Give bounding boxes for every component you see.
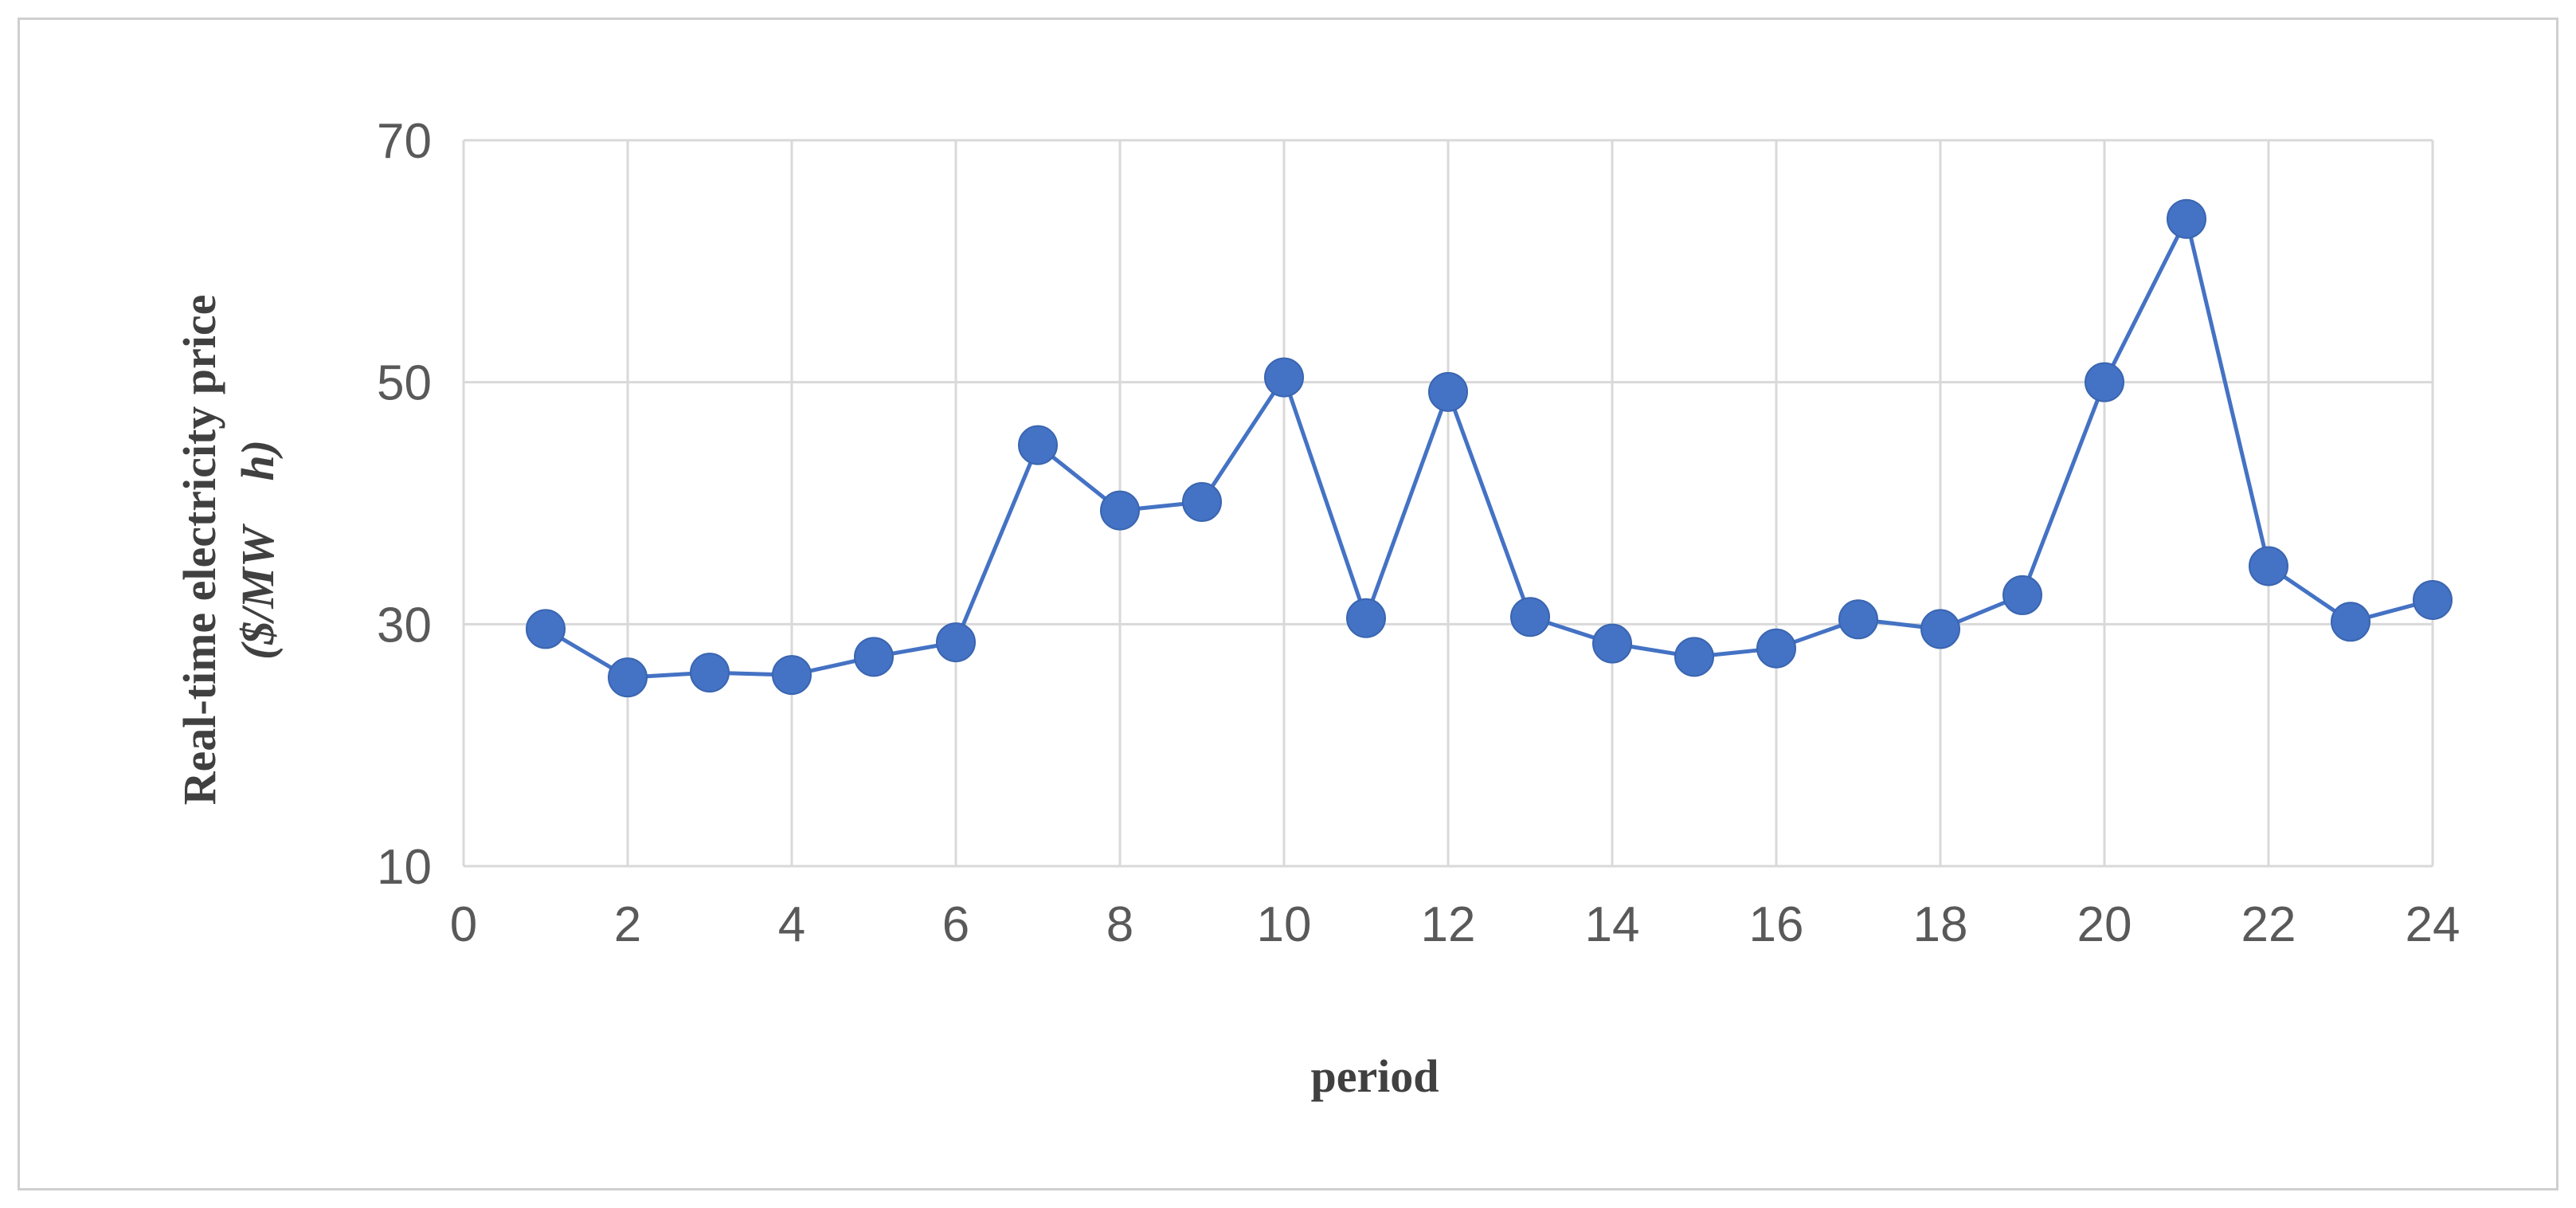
data-point xyxy=(1428,371,1468,412)
x-tick-label: 6 xyxy=(942,897,969,952)
chart-frame xyxy=(18,18,2558,1190)
data-point xyxy=(854,637,894,677)
data-point xyxy=(1182,481,1222,522)
data-point xyxy=(2085,362,2124,402)
x-tick-label: 8 xyxy=(1106,897,1133,952)
data-point xyxy=(772,655,812,696)
data-point xyxy=(2331,602,2370,642)
x-axis-title: period xyxy=(1310,1050,1439,1102)
x-tick-label: 20 xyxy=(2077,897,2132,952)
y-tick-label: 70 xyxy=(377,114,432,169)
x-tick-label: 0 xyxy=(450,897,477,952)
y-tick-label: 10 xyxy=(377,840,432,895)
data-point xyxy=(1100,490,1140,531)
x-tick-label: 18 xyxy=(1913,897,1968,952)
data-point xyxy=(1018,425,1058,465)
y-tick-label: 50 xyxy=(377,356,432,411)
data-point xyxy=(1674,637,1714,677)
data-point xyxy=(1510,597,1550,637)
data-point xyxy=(2002,575,2042,615)
x-tick-label: 14 xyxy=(1585,897,1640,952)
x-axis-ticks: 0 2 4 6 8 10 12 14 16 18 20 22 24 xyxy=(450,897,2461,952)
y-axis-ticks: 10 30 50 70 xyxy=(377,114,432,895)
data-point xyxy=(1592,623,1632,664)
data-point xyxy=(2249,546,2288,586)
series-layer xyxy=(526,198,2453,698)
x-tick-label: 4 xyxy=(778,897,805,952)
data-point xyxy=(2413,579,2453,620)
data-point xyxy=(1346,598,1386,638)
y-tick-label: 30 xyxy=(377,598,432,653)
x-tick-label: 24 xyxy=(2406,897,2461,952)
data-point xyxy=(1920,609,1960,649)
data-point xyxy=(936,622,976,663)
y-axis-unit: ($/MW h) xyxy=(232,440,284,660)
y-axis-title: Real-time electricity price xyxy=(174,295,225,806)
x-tick-label: 12 xyxy=(1421,897,1476,952)
data-point xyxy=(608,657,648,698)
x-tick-label: 22 xyxy=(2241,897,2296,952)
data-point xyxy=(1756,628,1796,669)
series-line xyxy=(544,217,2433,680)
x-tick-label: 10 xyxy=(1257,897,1312,952)
gridlines xyxy=(462,139,2434,868)
data-point xyxy=(2167,198,2206,239)
data-point xyxy=(1264,357,1304,398)
data-point xyxy=(526,609,566,649)
x-tick-label: 2 xyxy=(614,897,641,952)
data-point xyxy=(1838,599,1878,640)
x-tick-label: 16 xyxy=(1749,897,1804,952)
data-point xyxy=(690,653,730,693)
